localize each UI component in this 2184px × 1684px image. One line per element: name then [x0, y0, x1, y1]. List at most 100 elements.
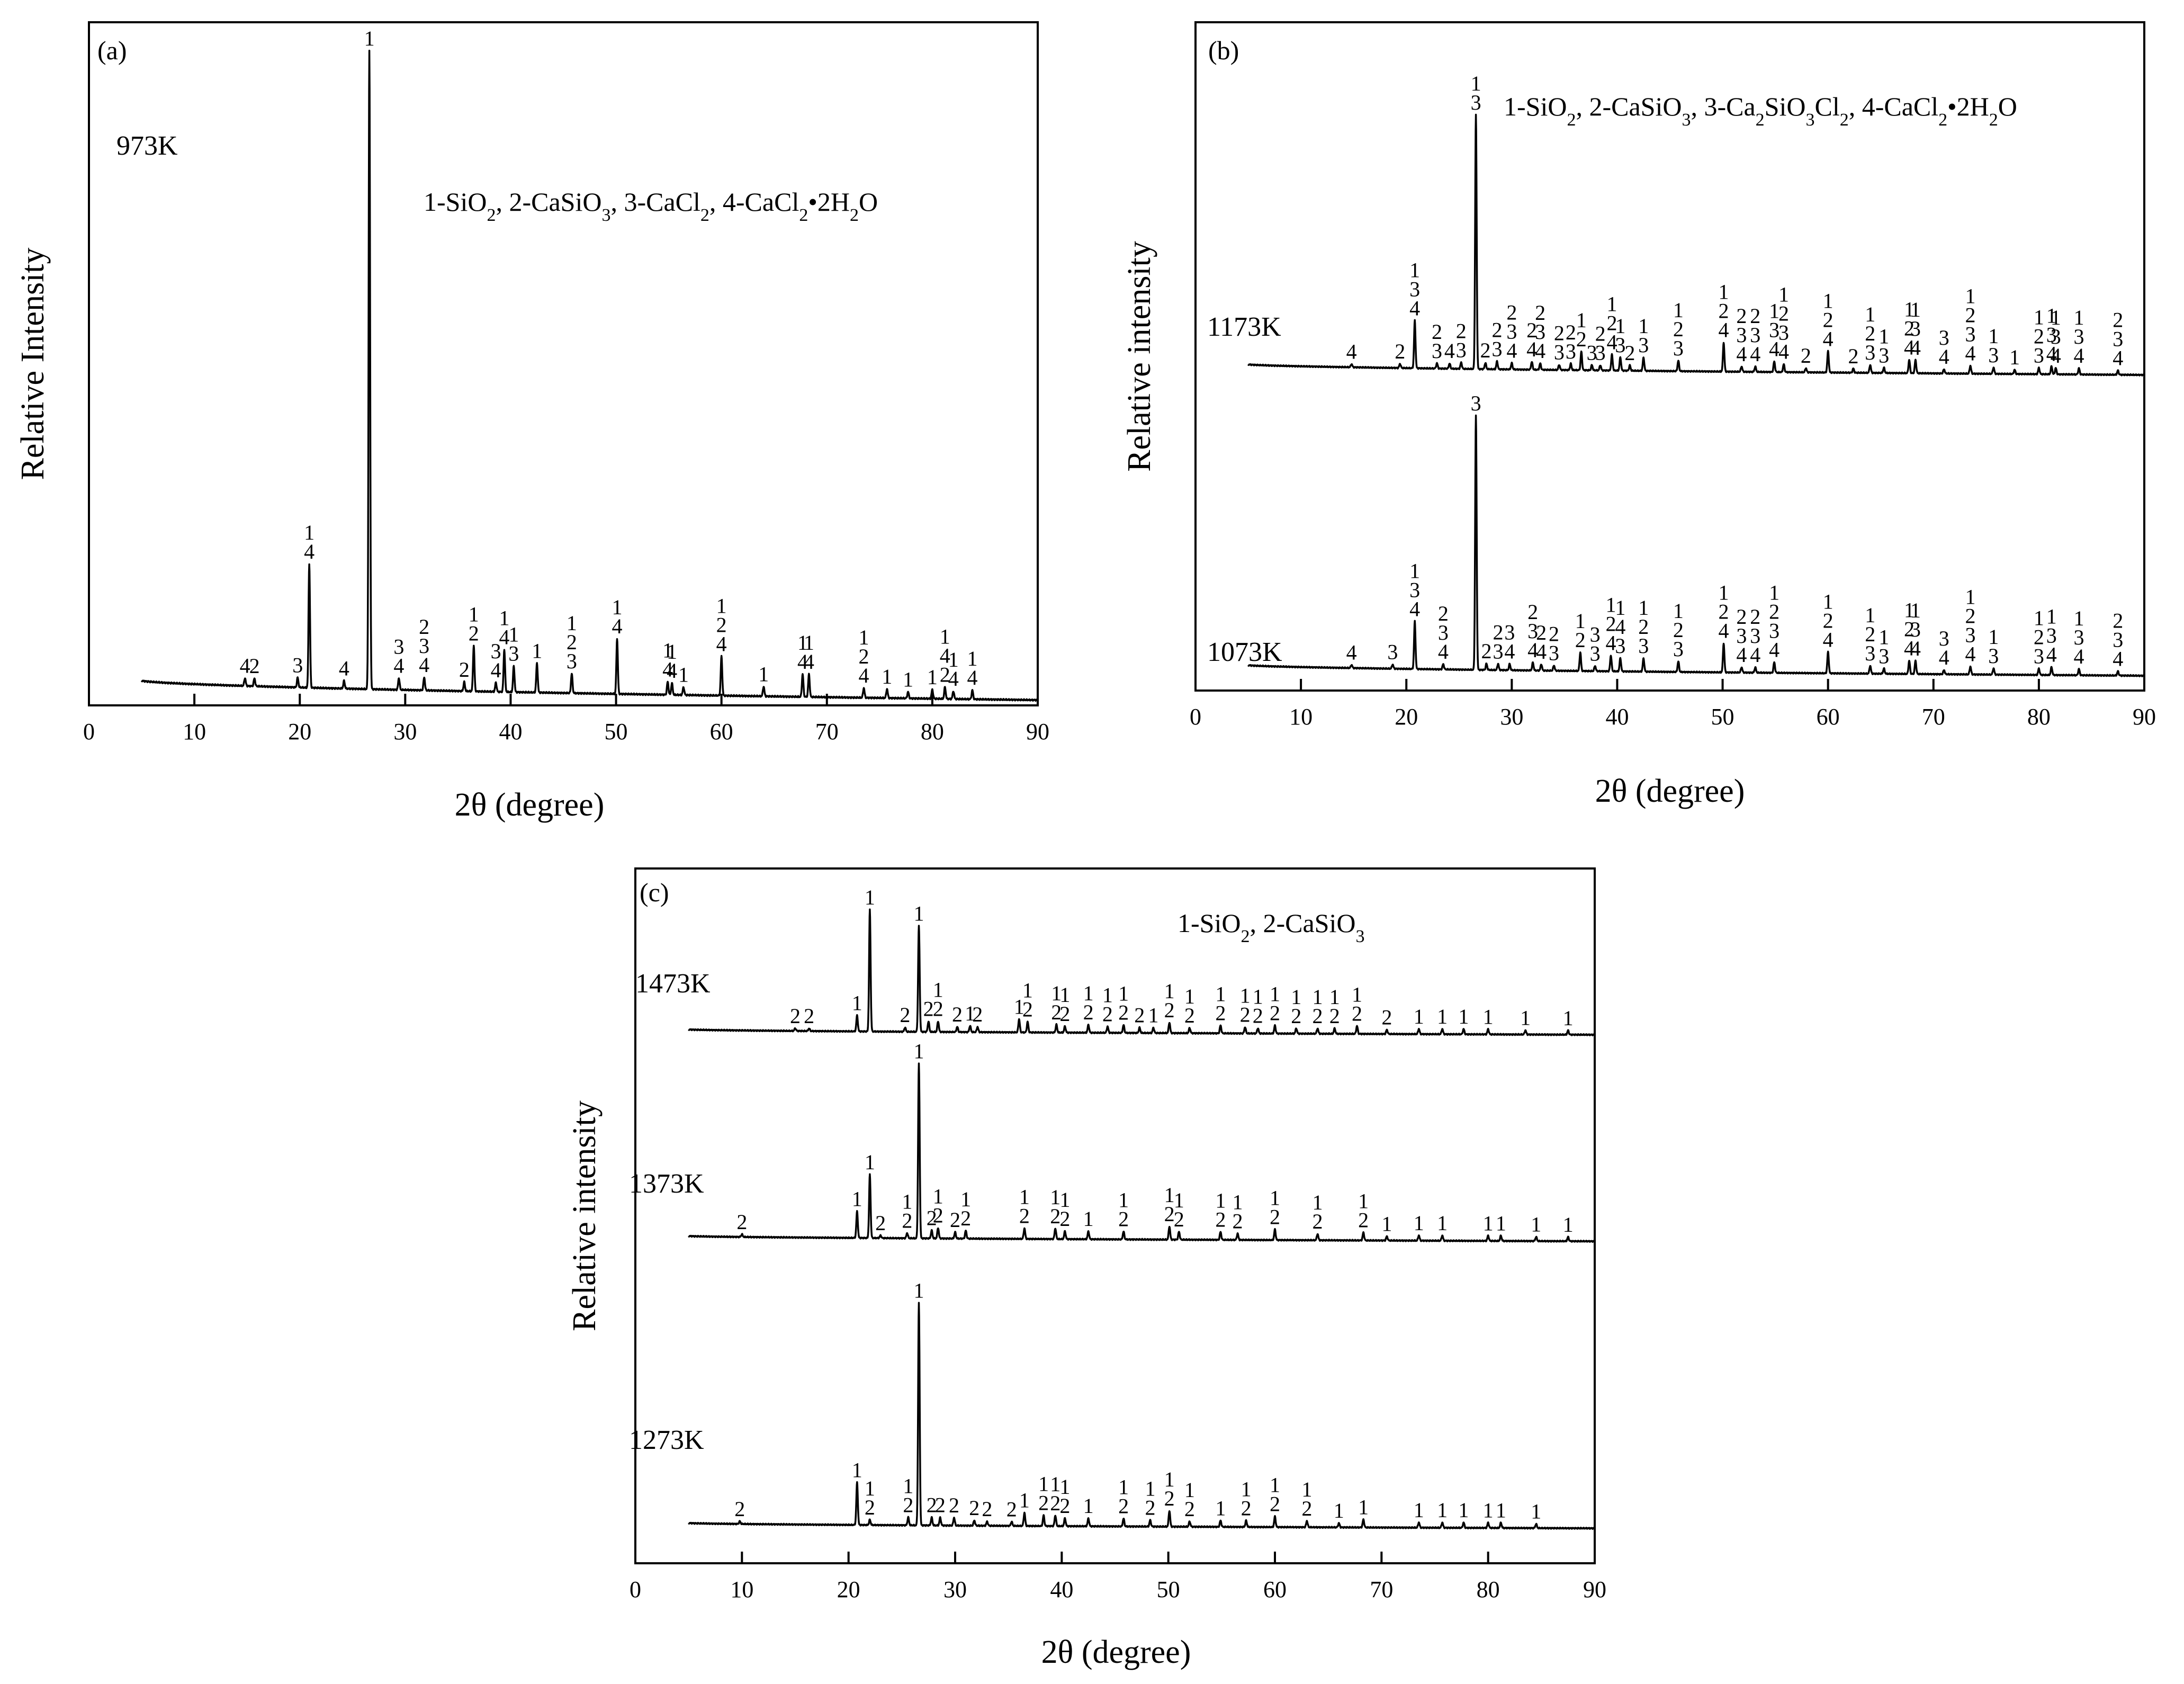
peak-label-973K-8: 2 — [459, 658, 470, 682]
trace-1473K — [688, 908, 1596, 1036]
panel-a-legend: 1-SiO2, 2-CaSiO3, 3-CaCl2, 4-CaCl2•2H2O — [424, 187, 878, 225]
peak-label-1473K-0: 2 — [790, 1004, 801, 1028]
peak-label-1273K-1: 1 — [852, 1458, 862, 1482]
peak-label-973K-18: 1 — [678, 663, 689, 687]
peak-label-1473K-33: 1 — [1458, 1005, 1469, 1028]
x-tick-label-70: 70 — [815, 719, 839, 745]
panel-c-label: (c) — [640, 877, 669, 907]
peak-label-973K-4: 4 — [339, 656, 349, 680]
panel-a-x-title: 2θ (degree) — [455, 787, 605, 823]
x-tick-label-10: 10 — [1289, 704, 1313, 730]
peak-label-1473K-8: 2 — [952, 1002, 963, 1026]
panel-b-x-title: 2θ (degree) — [1595, 773, 1745, 809]
peak-label-1473K-1: 2 — [804, 1004, 814, 1028]
peak-label-1473K-6: 2 — [923, 997, 934, 1021]
x-tick-label-90: 90 — [1026, 719, 1049, 745]
peak-label-1473K-11: 1 — [1014, 995, 1024, 1018]
panel-b-traces: 4 21 3 42 3 42 31 322 32 3 42 42 3 42 32 31 232 31 2 41 321 3… — [1247, 71, 2145, 677]
peak-label-1473K-36: 1 — [1563, 1006, 1574, 1030]
peak-label-1173K-0: 4 — [1346, 339, 1357, 363]
peak-label-1473K-31: 1 — [1414, 1005, 1424, 1028]
x-tick-label-20: 20 — [837, 1576, 860, 1602]
x-tick-label-40: 40 — [1050, 1576, 1073, 1602]
peak-label-1473K-32: 1 — [1437, 1005, 1448, 1028]
peak-label-1273K-31: 1 — [1531, 1500, 1541, 1524]
peak-label-1373K-8: 2 — [950, 1208, 960, 1232]
panel-c-x-axis: 0 10 20 30 40 50 60 70 80 90 — [630, 1552, 1606, 1602]
peak-label-1273K-15: 1 — [1083, 1494, 1094, 1518]
panel-b-y-title: Relative intensity — [1121, 241, 1157, 472]
peak-label-1373K-25: 1 — [1483, 1211, 1494, 1235]
peak-label-1273K-10: 2 — [1006, 1497, 1017, 1521]
peak-label-973K-13: 1 — [532, 639, 542, 662]
peak-label-1373K-2: 1 — [865, 1150, 875, 1174]
peak-label-1373K-23: 1 — [1414, 1211, 1424, 1235]
peak-label-1373K-0: 2 — [736, 1210, 747, 1234]
peak-label-1473K-4: 2 — [900, 1003, 910, 1027]
peak-label-1473K-30: 2 — [1381, 1006, 1392, 1029]
panel-b: 0 10 20 30 40 50 60 70 80 90 (b) 1173K 1073K 1-Si… — [1121, 21, 2156, 809]
peak-label-1273K-26: 1 — [1414, 1498, 1424, 1522]
peak-label-1173K-29: 2 — [1848, 344, 1858, 368]
peak-label-1173K-27: 2 — [1801, 344, 1811, 368]
x-tick-label-20: 20 — [1395, 704, 1418, 730]
peak-label-1373K-3: 2 — [875, 1211, 886, 1235]
peak-label-1073K-1: 3 — [1387, 640, 1398, 664]
trace-1173K — [1247, 113, 2145, 377]
x-tick-label-70: 70 — [1922, 704, 1945, 730]
peak-label-1273K-6: 2 — [935, 1493, 946, 1517]
x-tick-label-80: 80 — [2027, 704, 2051, 730]
peak-label-1173K-1: 2 — [1395, 339, 1405, 363]
peak-label-1273K-30: 1 — [1496, 1498, 1506, 1522]
peak-label-973K-2: 3 — [292, 653, 303, 677]
peak-label-1373K-22: 1 — [1381, 1212, 1392, 1236]
peak-label-1173K-15: 3 — [1587, 341, 1597, 364]
